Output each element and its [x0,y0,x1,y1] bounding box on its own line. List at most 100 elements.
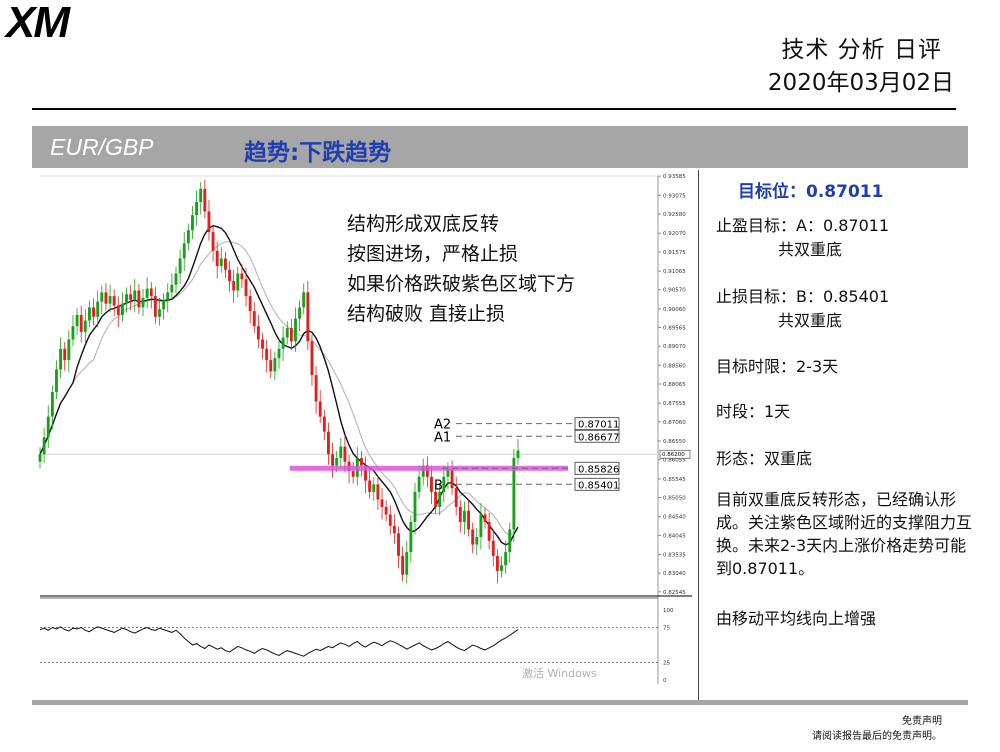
chart-note-4: 结构破败 直接止损 [347,303,506,325]
y-tick-label: 0.82545 [663,590,686,596]
candle-body [261,339,264,349]
candle-body [75,314,79,327]
disclaimer-text: 请阅读报告最后的免责声明。 [812,731,942,742]
candle-body [364,465,367,481]
y-tick-label: 0.92070 [663,231,686,237]
candle-body [467,510,470,530]
xm-logo: XM [6,0,70,47]
candle-body [186,230,190,244]
candle-body [153,296,157,317]
y-tick-label: 0.83040 [663,571,686,577]
candle-body [372,484,376,492]
candle-body [149,288,153,297]
footer-bar [32,700,968,705]
disclaimer-title: 免责声明 [902,716,942,727]
candle-body [475,537,479,545]
level-name-label: A1 [434,430,451,445]
candle-body [228,269,231,282]
report-date: 2020年03月02日 [767,70,954,96]
candle-body [63,348,67,361]
take-profit: 止盈目标：A：0.87011 [716,216,890,235]
target-level: 目标位：0.87011 [738,182,884,202]
indicator-tick-label: 25 [663,661,670,667]
candle-body [471,529,475,545]
y-tick-label: 0.91575 [663,250,686,256]
candle-body [277,348,281,359]
y-tick-label: 0.88560 [663,363,686,369]
level-price-label: 0.85401 [578,480,619,491]
candle-body [256,326,260,340]
y-tick-label: 0.90570 [663,288,686,294]
y-tick-label: 0.87555 [663,401,686,407]
take-profit-basis: 共双重底 [778,240,843,259]
header-divider [32,108,956,110]
candle-body [50,392,54,417]
price-chart: 0.93585 0.93075 0.92580 0.92070 0.91575 0.910… [32,170,698,700]
indicator-tick-label: 75 [663,626,670,632]
y-tick-label: 0.91065 [663,269,686,275]
candle-body [211,232,215,251]
candle-body [516,450,520,458]
candle-body [104,292,108,304]
candle-body [343,446,347,462]
candle-body [409,521,413,553]
candle-body [236,273,240,291]
y-tick-label: 0.93585 [663,174,686,180]
candle-body [438,491,442,507]
candle-body [392,525,396,534]
candle-body [500,565,503,571]
candle-body [240,273,244,280]
candle-body [380,499,384,507]
candle-body [327,431,330,455]
pattern: 形态：双重底 [716,449,813,468]
moving-average-slow [39,240,519,537]
candle-body [42,437,46,455]
candle-body [376,484,380,500]
candle-body [388,514,392,526]
candle-body [322,416,326,432]
candle-body [79,314,83,332]
candle-body [112,296,116,306]
candle-body [67,339,71,361]
candle-body [298,307,302,319]
candle-body [232,281,236,291]
y-tick-label: 0.87060 [663,420,686,426]
candle-body [162,299,166,310]
candle-body [413,491,417,522]
candle-body [83,320,87,332]
y-tick-label: 0.93075 [663,193,686,199]
candle-body [223,258,227,270]
candle-body [133,290,137,300]
candle-body [129,294,133,300]
y-tick-label: 0.86550 [663,439,686,445]
stop-loss-basis: 共双重底 [778,311,843,330]
candle-body [434,491,438,507]
level-price-box [574,417,620,431]
indicator-line [39,626,519,657]
level-name-label: A2 [434,418,451,433]
candle-body [203,188,207,212]
candle-body [442,476,446,492]
level-price-box [574,429,620,443]
trend-label: 趋势:下跌趋势 [244,140,392,166]
candle-body [182,243,186,259]
y-tick-label: 0.85050 [663,496,686,502]
candle-body [265,348,269,361]
candle-body [397,533,400,556]
candle-body [55,369,58,393]
candle-body [417,476,421,492]
candle-body [178,258,182,274]
chart-note-3: 如果价格跌破紫色区域下方 [347,273,576,295]
candle-body [318,401,322,417]
windows-watermark: 激活 Windows [522,667,597,680]
candle-body [141,297,145,308]
candle-body [252,311,256,327]
candle-body [199,188,203,202]
level-price-box [574,461,620,475]
candle-body [215,250,219,266]
candle-body [92,307,96,317]
candle-body [145,288,149,298]
candle-body [462,510,466,522]
candle-body [508,529,512,553]
y-tick-label: 0.89565 [663,326,686,332]
